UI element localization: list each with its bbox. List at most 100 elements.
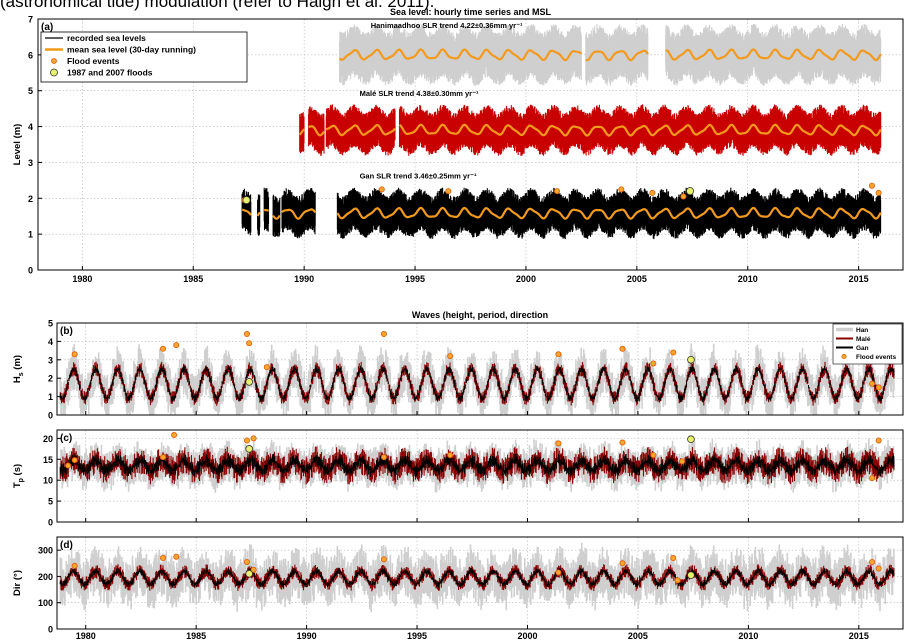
flood-event-marker xyxy=(619,345,626,352)
flood-event-marker xyxy=(619,439,626,446)
flood-event-marker xyxy=(649,189,656,196)
flood-event-marker xyxy=(173,342,180,349)
flood-event-marker xyxy=(173,553,180,560)
series-gan xyxy=(59,365,895,402)
series-gan xyxy=(59,567,895,588)
x-tick-label: 2015 xyxy=(849,274,869,284)
y-tick-label: 1 xyxy=(28,230,33,240)
mean-sea-level-line xyxy=(585,49,649,62)
flood-event-marker xyxy=(160,454,167,461)
flood-event-marker xyxy=(875,565,882,572)
axes-frame xyxy=(37,18,904,271)
panel-label: (b) xyxy=(60,326,73,337)
y-axis-label: Level (m) xyxy=(12,124,23,166)
y-tick-label: 0 xyxy=(48,625,53,635)
x-tick-label: 1995 xyxy=(405,274,425,284)
x-tick-label: 2005 xyxy=(628,631,648,640)
x-tick-label: 2015 xyxy=(849,631,869,640)
y-tick-label: 200 xyxy=(38,572,53,582)
flood-event-marker xyxy=(445,188,452,195)
flood-event-marker xyxy=(65,462,72,469)
legend-label: recorded sea levels xyxy=(67,33,146,43)
axes-frame xyxy=(56,429,904,523)
x-tick-label: 1985 xyxy=(186,631,206,640)
x-tick-label: 1990 xyxy=(297,631,317,640)
mean-sea-level-line xyxy=(338,48,583,62)
y-tick-label: 100 xyxy=(38,598,53,608)
flood-event-marker xyxy=(250,566,257,573)
y-axis-label: Dir (°) xyxy=(12,570,23,596)
flood-event-marker xyxy=(618,186,625,193)
y-tick-label: 1 xyxy=(48,392,53,402)
x-tick-label: 1995 xyxy=(407,631,427,640)
legend-box xyxy=(40,31,248,83)
y-tick-label: 20 xyxy=(43,434,53,444)
y-tick-label: 5 xyxy=(28,86,33,96)
legend-label: Malé xyxy=(856,336,871,343)
series-gan xyxy=(241,187,882,240)
legend-swatch xyxy=(841,353,847,360)
legend-label: Han xyxy=(856,327,868,334)
series-mal xyxy=(299,104,882,156)
x-tick-label: 1980 xyxy=(76,631,96,640)
legend-swatch xyxy=(51,58,57,64)
mean-sea-level-line xyxy=(299,128,305,136)
y-tick-label: 2 xyxy=(28,194,33,204)
big-flood-marker xyxy=(242,196,251,205)
flood-event-marker xyxy=(380,331,387,338)
mean-sea-level-line xyxy=(272,214,281,220)
trend-annotation: Hanimaadhoo SLR trend 4.22±0.36mm yr⁻¹ xyxy=(371,21,523,30)
trend-annotation: Malé SLR trend 4.38±0.30mm yr⁻¹ xyxy=(360,89,479,98)
axes-frame xyxy=(56,536,904,630)
mean-sea-level-line xyxy=(241,208,252,216)
flood-event-marker xyxy=(555,569,562,576)
y-tick-label: 2 xyxy=(48,374,53,384)
legend-label: mean sea level (30-day running) xyxy=(67,45,196,55)
y-tick-label: 15 xyxy=(43,455,53,465)
flood-event-marker xyxy=(246,340,253,347)
y-tick-label: 6 xyxy=(28,50,33,60)
y-axis-label: Tp (s) xyxy=(12,464,25,488)
panel-c: 0 5 10 15 20 Tp (s) (c) xyxy=(12,429,904,528)
panel-d: 0 100 200 300 1980 1985 1990 1995 2000 2005 2010 20… xyxy=(12,536,904,640)
flood-event-marker xyxy=(380,454,387,461)
y-tick-label: 7 xyxy=(28,15,33,25)
y-tick-label: 10 xyxy=(43,476,53,486)
flood-event-marker xyxy=(670,555,677,562)
flood-event-marker xyxy=(875,437,882,444)
legend: Han Malé Gan Flood events xyxy=(832,323,903,365)
flood-event-marker xyxy=(378,186,385,193)
legend: recorded sea levels mean sea level (30-da… xyxy=(40,31,248,83)
big-flood-marker xyxy=(687,435,695,444)
legend-swatch xyxy=(50,68,58,77)
panel-b: 0 1 2 3 4 5 Hs (m) (b) Waves (height, period, di… xyxy=(12,310,904,421)
flood-event-marker xyxy=(869,558,876,565)
y-tick-label: 4 xyxy=(48,337,53,347)
flood-event-marker xyxy=(71,457,78,464)
x-tick-label: 2000 xyxy=(517,631,537,640)
flood-event-marker xyxy=(650,452,657,459)
panel-title: Waves (height, period, direction xyxy=(412,310,548,320)
flood-event-marker xyxy=(875,189,882,196)
panel-a: Hanimaadhoo SLR trend 4.22±0.36mm yr⁻¹ Ma… xyxy=(12,7,904,284)
y-tick-label: 3 xyxy=(48,355,53,365)
flood-event-marker xyxy=(650,360,657,367)
flood-event-marker xyxy=(680,193,687,200)
series-gan xyxy=(59,453,895,478)
x-tick-label: 2010 xyxy=(738,274,758,284)
gan-band xyxy=(59,365,895,402)
flood-event-marker xyxy=(555,351,562,358)
panel-label: (c) xyxy=(60,433,72,444)
flood-event-marker xyxy=(250,435,257,442)
big-flood-marker xyxy=(687,355,695,364)
flood-event-marker xyxy=(243,437,250,444)
series-band xyxy=(585,23,649,86)
flood-event-marker xyxy=(554,188,561,195)
flood-event-marker xyxy=(243,558,250,565)
flood-event-marker xyxy=(447,353,454,360)
y-tick-label: 5 xyxy=(48,319,53,329)
big-flood-marker xyxy=(245,569,253,578)
x-tick-label: 1990 xyxy=(294,274,314,284)
x-tick-label: 2005 xyxy=(627,274,647,284)
